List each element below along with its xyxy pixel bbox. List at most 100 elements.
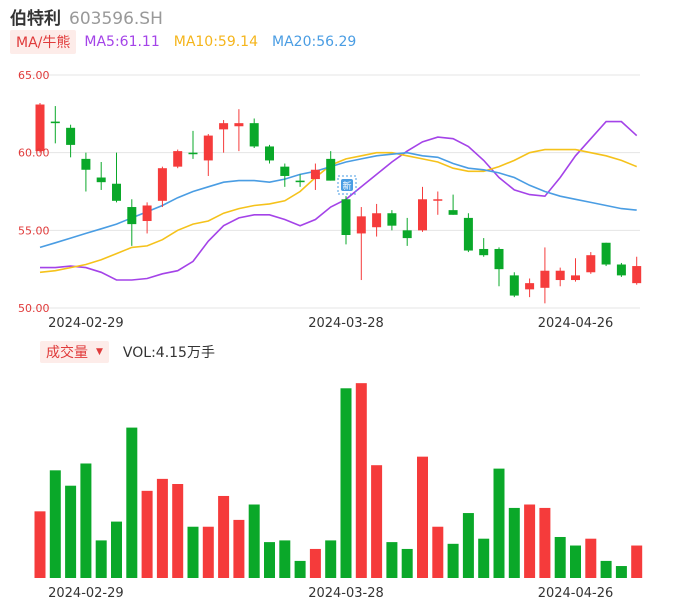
candle-body (601, 242, 611, 265)
candle-body (280, 166, 290, 176)
y-tick-label: 60.00 (18, 147, 50, 160)
ma5-line (40, 120, 638, 281)
candle-body (509, 275, 519, 296)
volume-bar (202, 526, 214, 578)
volume-bar (600, 560, 612, 578)
volume-bar (615, 566, 627, 578)
y-tick-label: 65.00 (18, 69, 50, 82)
volume-bar (554, 536, 566, 578)
candle-body (188, 152, 198, 155)
volume-bar (355, 383, 367, 578)
volume-bar (570, 545, 581, 578)
volume-bar (325, 540, 337, 578)
candle-body (265, 146, 274, 161)
candle-body (479, 248, 489, 256)
volume-bar (585, 538, 597, 578)
stock-header: 伯特利 603596.SH (10, 4, 163, 29)
volume-bar (156, 478, 168, 578)
candle-body (157, 168, 167, 201)
ma-indicator-button[interactable]: MA/牛熊 (10, 30, 77, 54)
stock-name: 伯特利 (10, 9, 61, 29)
volume-bar (279, 540, 291, 578)
volume-bar (80, 463, 92, 578)
x-tick-label: 2024-04-26 (538, 586, 614, 601)
new-marker[interactable]: 新 (337, 175, 357, 195)
candle-body (616, 264, 626, 276)
x-tick-label: 2024-04-26 (538, 316, 614, 331)
volume-bar (172, 484, 184, 578)
ma20-legend: MA20:56.29 (272, 34, 357, 50)
volume-bar (65, 485, 77, 578)
candle-body (96, 177, 106, 183)
candle-body (81, 158, 91, 170)
volume-bar (233, 519, 245, 578)
volume-bar (187, 526, 199, 578)
candle-body (50, 121, 60, 124)
volume-legend: 成交量 ▼ VOL:4.15万手 (40, 341, 215, 363)
candle-body (203, 135, 213, 161)
candle-body (402, 230, 412, 239)
candle-body (555, 270, 565, 281)
volume-bar (248, 504, 260, 578)
volume-bar (386, 542, 398, 578)
candle-body (448, 210, 458, 215)
candle-body (571, 275, 580, 281)
candle-body (387, 213, 397, 226)
candle-body (632, 266, 642, 284)
volume-bar (371, 465, 383, 578)
x-tick-label: 2024-02-29 (48, 316, 124, 331)
candle-body (372, 213, 382, 228)
ma10-line (39, 148, 638, 274)
candlesticks (35, 102, 642, 304)
candle-body (249, 123, 259, 147)
volume-indicator-button[interactable]: 成交量 ▼ (40, 341, 109, 363)
volume-bar (34, 511, 46, 578)
volume-bar (95, 540, 107, 578)
candle-body (219, 123, 229, 130)
price-date-axis: 2024-02-29 2024-03-28 2024-04-26 (48, 316, 613, 331)
candle-body (341, 199, 351, 235)
volume-bar (264, 542, 275, 578)
candle-body (463, 217, 473, 251)
candle-body (234, 123, 244, 127)
y-tick-label: 50.00 (18, 302, 50, 315)
stock-code: 603596.SH (69, 9, 163, 29)
volume-bar (462, 513, 474, 578)
volume-date-axis: 2024-02-29 2024-03-28 2024-04-26 (48, 586, 613, 601)
volume-bar (309, 548, 321, 578)
volume-bar (524, 504, 536, 578)
volume-bar (141, 490, 153, 578)
volume-bars (34, 383, 643, 578)
x-tick-label: 2024-03-28 (308, 316, 384, 331)
volume-bar (49, 470, 61, 578)
ma20-line (39, 151, 637, 249)
candle-body (35, 104, 45, 152)
y-tick-label: 55.00 (18, 224, 50, 237)
candle-body (127, 207, 137, 225)
volume-bar (401, 548, 413, 578)
candle-body (310, 169, 320, 180)
candle-body (66, 127, 76, 145)
candle-body (586, 255, 596, 273)
volume-bar (218, 495, 230, 578)
volume-bar (432, 526, 444, 578)
new-marker-label: 新 (342, 180, 351, 192)
volume-value: VOL:4.15万手 (122, 345, 215, 361)
volume-bar (126, 427, 138, 578)
volume-bar (294, 560, 306, 578)
moving-average-lines (39, 120, 638, 281)
x-tick-label: 2024-03-28 (308, 586, 384, 601)
price-grid (28, 74, 640, 309)
candle-body (540, 270, 550, 288)
volume-bar (631, 545, 643, 578)
ma-legend: MA/牛熊 MA5:61.11 MA10:59.14 MA20:56.29 (10, 30, 370, 54)
new-marker-frame (337, 175, 357, 195)
volume-bar (508, 507, 520, 578)
volume-bar (493, 468, 505, 578)
price-axis: 65.00 60.00 55.00 50.00 (18, 69, 50, 315)
x-tick-label: 2024-02-29 (48, 586, 124, 601)
volume-bar (478, 538, 490, 578)
candle-body (173, 151, 183, 167)
candle-body (295, 180, 305, 183)
